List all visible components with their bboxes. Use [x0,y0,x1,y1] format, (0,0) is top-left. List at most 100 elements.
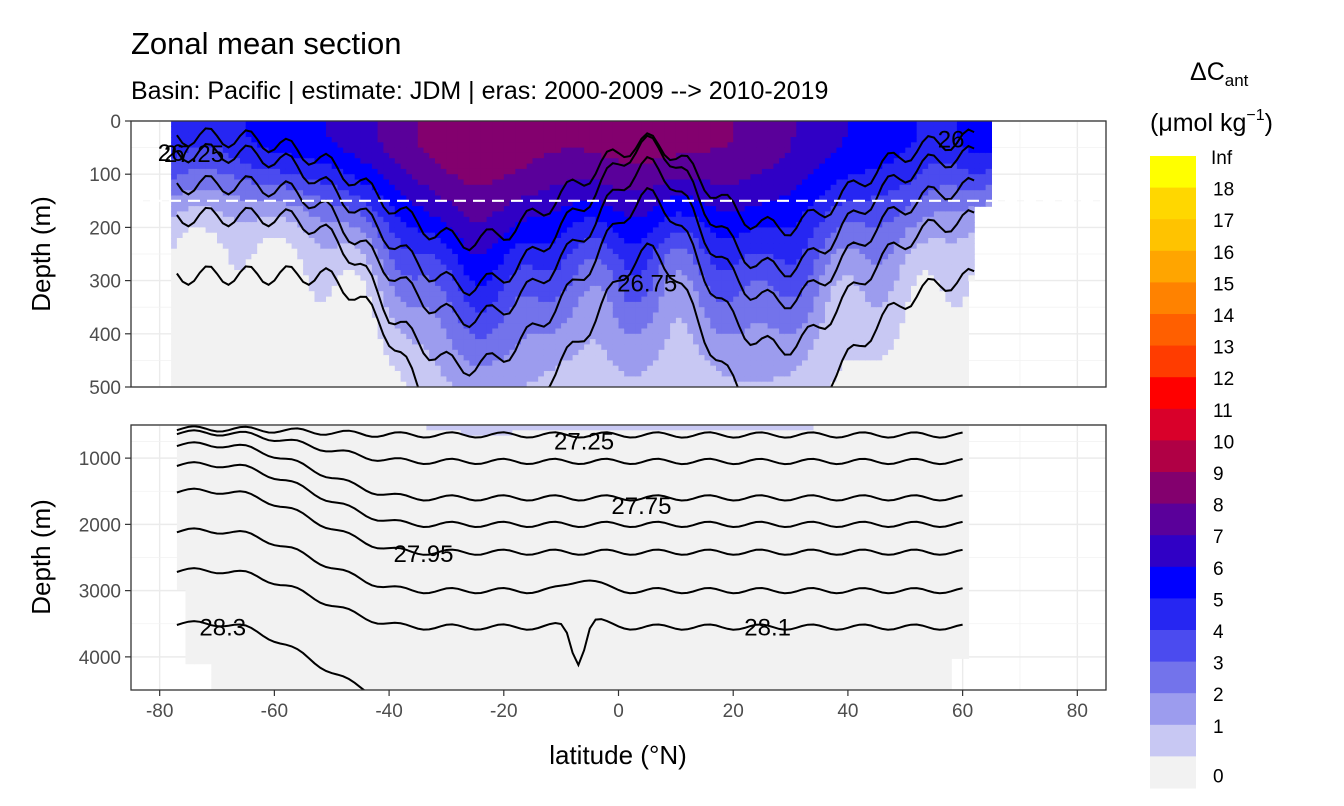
cant-cell [475,301,482,308]
cant-cell [446,184,453,191]
cant-cell [314,216,321,223]
cant-cell [503,147,511,154]
cant-cell [446,200,453,207]
cant-cell [612,238,620,244]
cant-cell [543,152,551,159]
cant-cell [710,328,717,335]
cant-cell [354,254,362,260]
cant-cell [532,381,539,387]
cant-cell [457,280,465,287]
cant-cell [543,323,551,330]
cant-cell [664,254,671,260]
cant-cell [354,238,362,244]
cant-cell [371,285,379,292]
cant-cell [647,232,654,239]
cant-cell [383,232,390,239]
cant-cell [480,200,488,207]
cant-cell [543,291,551,298]
cant-cell [257,259,264,266]
cant-cell [303,163,310,170]
cant-cell [314,195,321,202]
cant-cell [486,254,493,260]
cant-cell [526,371,534,377]
cant-cell [670,232,677,239]
cant-cell [245,200,253,207]
cant-cell [320,121,327,127]
cant-cell [630,349,637,356]
cant-cell [257,254,264,260]
cant-cell [176,142,184,149]
cant-cell [406,344,413,351]
cant-cell [624,301,631,308]
cant-cell [182,248,189,255]
cant-cell [337,206,344,213]
cant-cell [595,317,602,324]
cant-cell [675,184,683,191]
cant-cell [228,355,235,362]
cant-cell [670,137,677,143]
cant-cell [555,190,562,197]
cant-cell [314,121,321,127]
cant-cell [188,126,195,133]
cant-cell [383,200,390,207]
cant-cell [549,232,557,239]
cant-cell [624,174,631,181]
cant-cell [251,307,258,314]
cant-cell [675,174,683,181]
cant-cell [366,360,373,367]
cant-cell [532,333,539,340]
cant-cell [440,371,448,377]
cant-cell [543,312,551,319]
cant-cell [274,307,281,314]
cant-cell [452,200,459,207]
cant-cell [429,121,436,127]
cant-cell [572,190,579,197]
cant-cell [595,312,602,319]
cant-cell [498,349,505,356]
cant-cell [446,232,453,239]
cant-cell [389,179,396,186]
cant-cell [308,168,316,175]
cant-cell [601,248,608,255]
cant-cell [182,344,189,351]
cant-cell [733,285,740,292]
cant-cell [176,222,184,229]
cant-cell [561,142,568,149]
cant-cell [641,312,648,319]
cant-cell [371,206,379,213]
cant-cell [371,168,379,175]
cant-cell [526,227,534,234]
cant-cell [618,259,625,266]
cant-cell [452,190,459,197]
cant-cell [348,195,356,202]
cant-cell [716,147,723,154]
cant-cell [257,126,264,133]
cant-cell [303,179,310,186]
cant-cell [584,285,591,292]
cant-cell [423,222,430,229]
cant-cell [475,206,482,213]
cant-cell [733,174,740,181]
cant-cell [693,275,700,282]
cant-cell [566,360,574,367]
cant-cell [566,291,574,298]
cant-cell [389,285,396,292]
cant-cell [469,355,476,362]
cant-cell [687,211,694,218]
cant-cell [406,184,413,191]
cant-cell [326,381,333,387]
cant-cell [681,238,688,244]
cant-cell [624,275,631,282]
cant-cell [257,296,264,303]
cant-cell [348,333,356,340]
cant-cell [457,355,465,362]
cant-cell [578,270,585,276]
cant-cell [383,163,390,170]
cant-cell [240,381,247,387]
cant-cell [704,264,711,271]
cant-cell [624,243,631,250]
cant-cell [320,190,327,197]
cant-cell [280,312,287,319]
cant-cell [406,200,413,207]
cant-cell [377,126,384,133]
